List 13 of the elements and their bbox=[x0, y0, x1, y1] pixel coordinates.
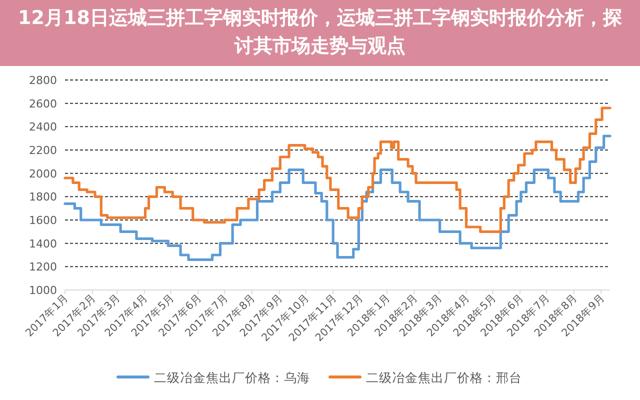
y-tick-label: 2000 bbox=[29, 167, 57, 180]
legend-label: 二级冶金焦出厂价格：邢台 bbox=[366, 370, 522, 385]
chart-title: 12月18日运城三拼工字钢实时报价，运城三拼工字钢实时报价分析，探讨其市场走势与观点 bbox=[17, 6, 623, 59]
y-tick-label: 2200 bbox=[29, 144, 57, 157]
legend-label: 二级冶金焦出厂价格：乌海 bbox=[154, 370, 310, 385]
y-tick-label: 1200 bbox=[29, 260, 57, 274]
y-tick-label: 1400 bbox=[29, 237, 57, 250]
y-tick-label: 1800 bbox=[29, 190, 57, 204]
y-tick-label: 1000 bbox=[29, 284, 57, 297]
y-tick-label: 1600 bbox=[29, 214, 57, 227]
y-tick-label: 2800 bbox=[29, 74, 57, 87]
y-tick-label: 2400 bbox=[29, 120, 57, 134]
y-tick-label: 2600 bbox=[29, 97, 57, 110]
